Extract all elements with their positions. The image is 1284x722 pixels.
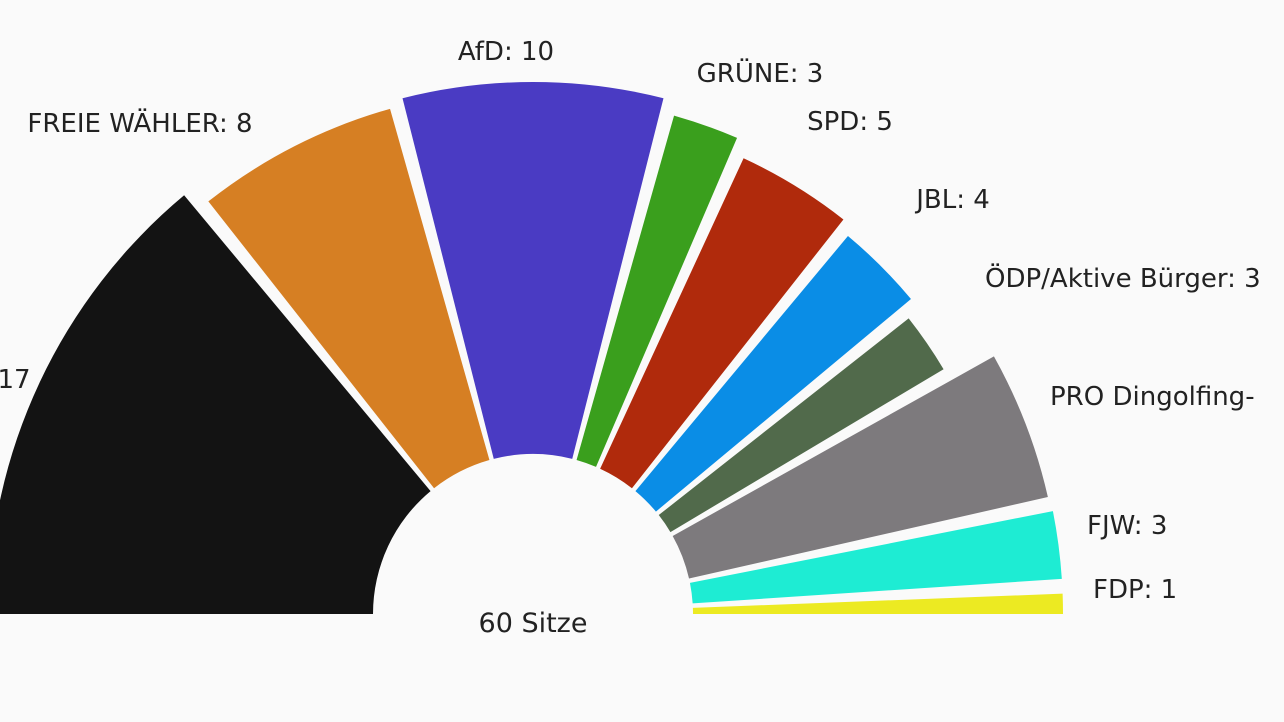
seat-slice — [672, 356, 1048, 579]
seat-label: PRO Dingolfing- — [1050, 382, 1255, 412]
seat-slice — [658, 318, 944, 533]
seat-label: AfD: 10 — [458, 37, 554, 67]
seat-slice — [0, 195, 431, 614]
seat-label: ÖDP/Aktive Bürger: 3 — [985, 262, 1261, 294]
seat-slice — [208, 108, 490, 489]
seat-label: FDP: 1 — [1093, 575, 1177, 605]
seat-slice — [635, 236, 911, 512]
seat-slice — [600, 158, 844, 489]
seat-label: SPD: 5 — [807, 107, 893, 137]
seat-label: GRÜNE: 3 — [697, 57, 824, 89]
seat-slice — [692, 593, 1063, 614]
seat-slice — [689, 511, 1062, 604]
seat-slice — [402, 82, 664, 459]
seat-label: FREIE WÄHLER: 8 — [27, 107, 252, 139]
seat-slices — [0, 82, 1063, 614]
seat-label: FJW: 3 — [1087, 511, 1167, 541]
seat-label: 17 — [0, 365, 31, 395]
total-seats-label: 60 Sitze — [479, 608, 588, 639]
seat-labels: 17 FREIE WÄHLER: 8 AfD: 10 GRÜNE: 3 SPD: 5 JB… — [0, 37, 1261, 605]
seat-slice — [576, 115, 738, 467]
seat-label: JBL: 4 — [914, 185, 990, 215]
